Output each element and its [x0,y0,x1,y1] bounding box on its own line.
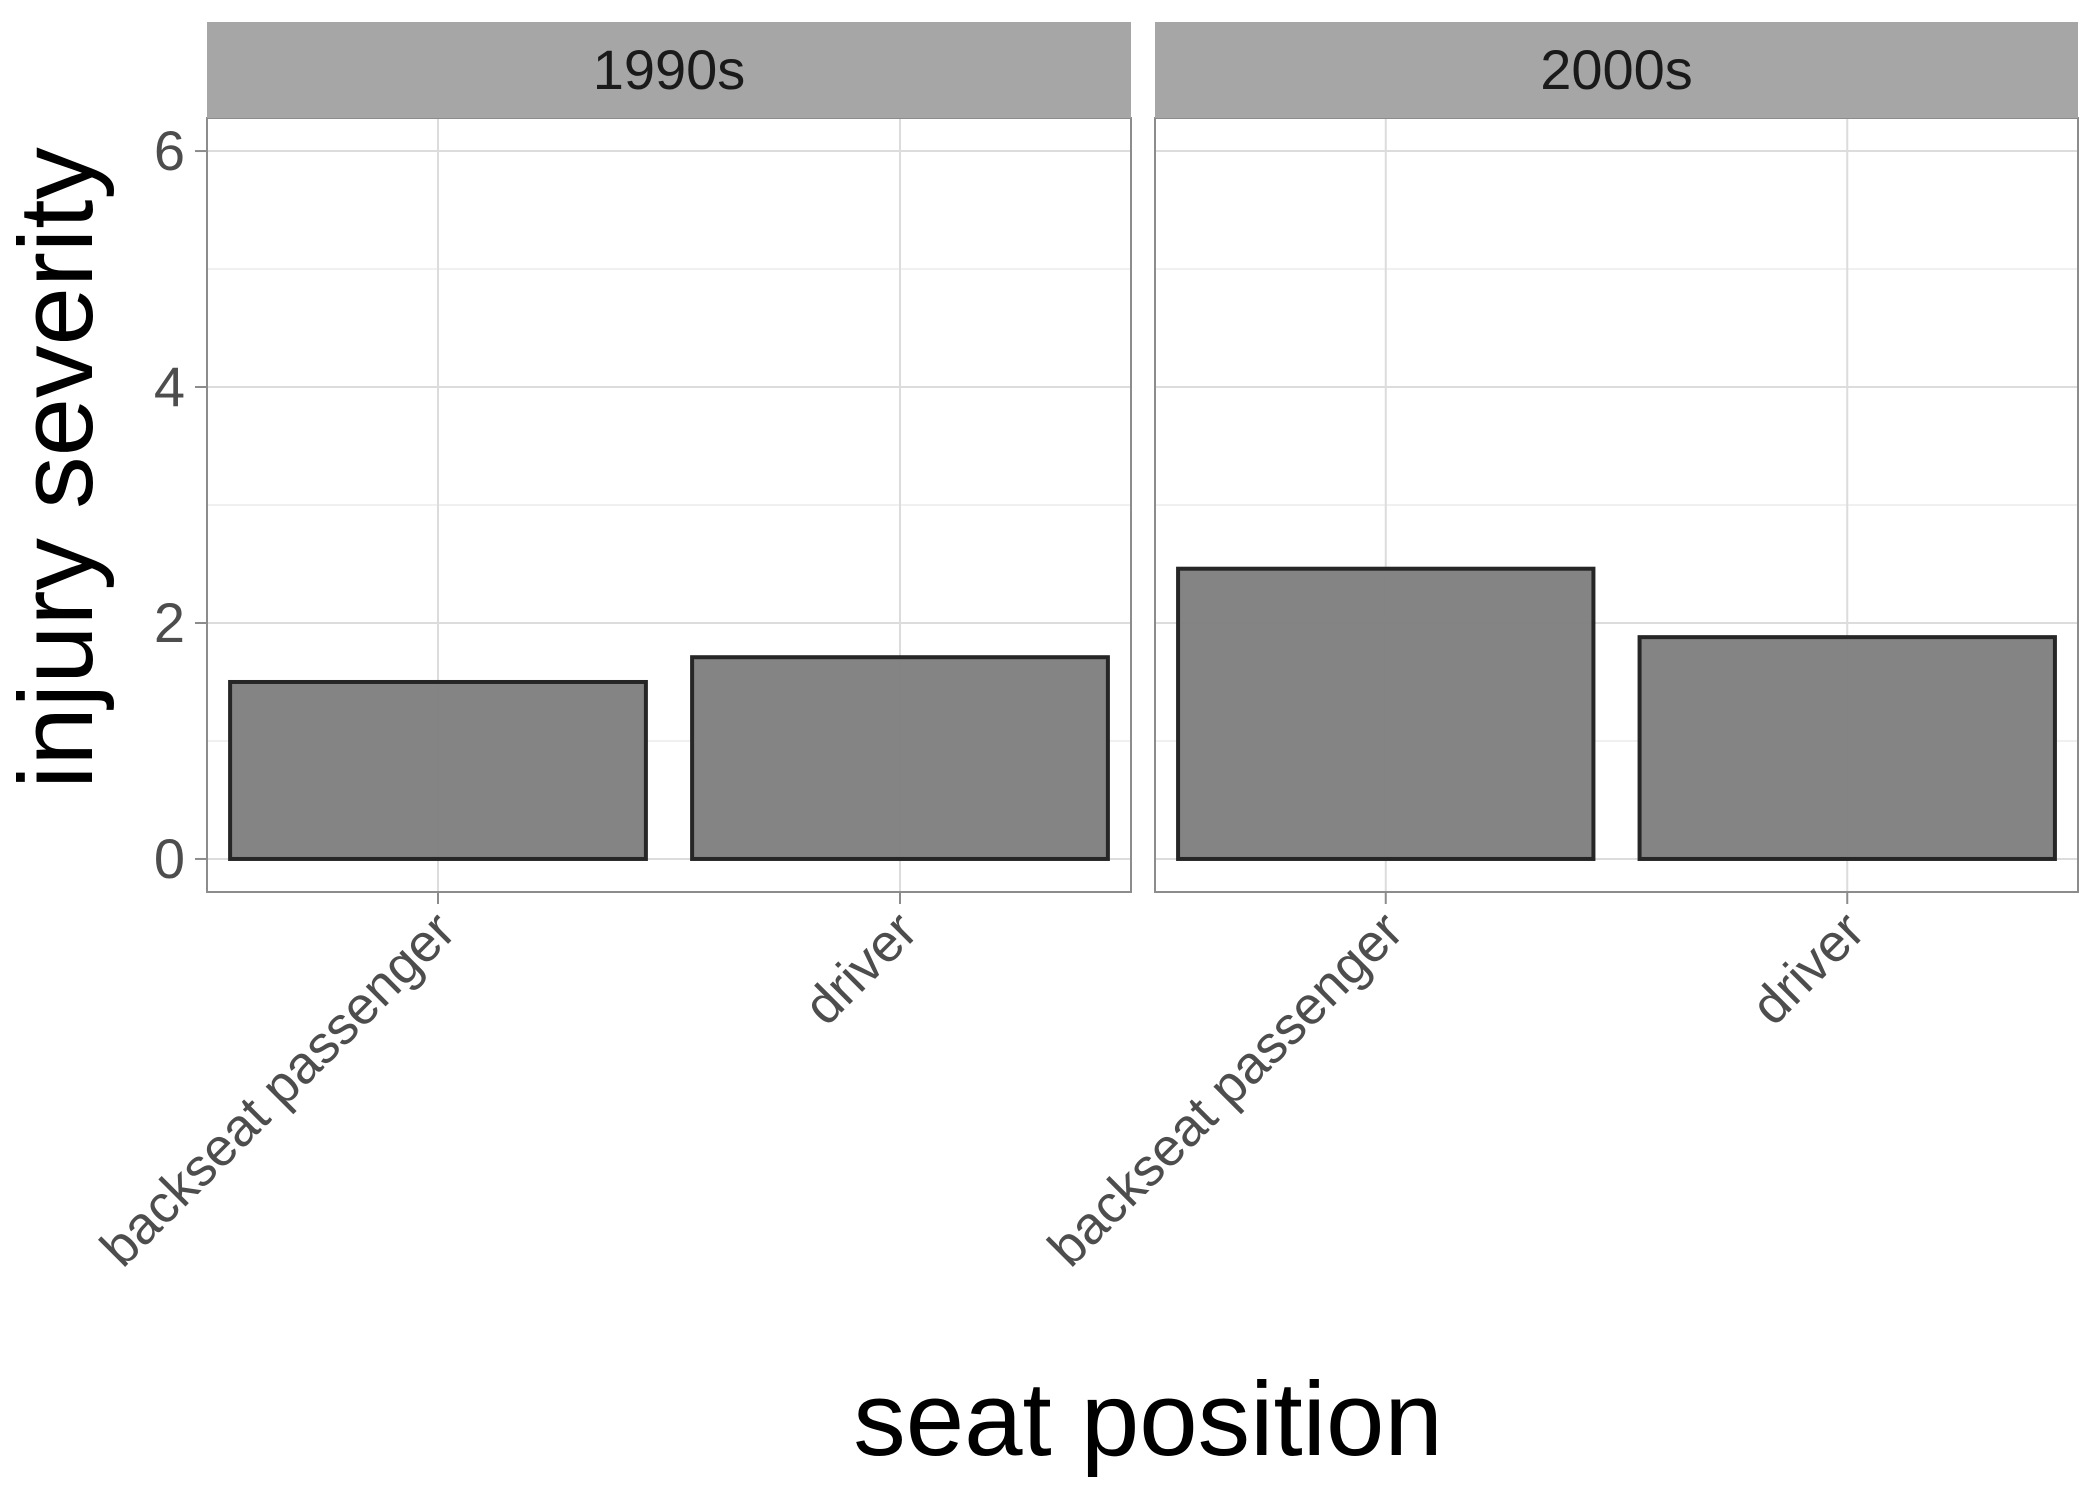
facet-panels: 1990s backseat passenger driver 2000s backse… [89,22,2079,1278]
x-tick-label: backseat passenger [89,901,466,1278]
facet-strip-label: 1990s [593,38,746,101]
x-tick-label: backseat passenger [1037,901,1414,1278]
bar [690,655,1110,861]
x-tick-label: driver [1740,901,1875,1036]
y-axis: 0 2 4 6 [154,119,207,890]
y-tick-label: 4 [154,355,185,418]
y-tick-label: 2 [154,591,185,654]
facet-panel: 1990s backseat passenger driver [89,22,1132,1278]
facet-strip-label: 2000s [1540,38,1693,101]
y-axis-title: injury severity [0,147,115,789]
facet-strip [1155,22,2078,118]
bar [1637,635,2057,861]
bar [1176,566,1596,861]
y-tick-label: 6 [154,119,185,182]
facet-panel: 2000s backseat passenger driver [1037,22,2079,1278]
bar [228,679,648,861]
x-tick-label: driver [793,901,928,1036]
x-axis-title: seat position [853,1361,1443,1478]
facet-strip [207,22,1131,118]
y-tick-label: 0 [154,827,185,890]
